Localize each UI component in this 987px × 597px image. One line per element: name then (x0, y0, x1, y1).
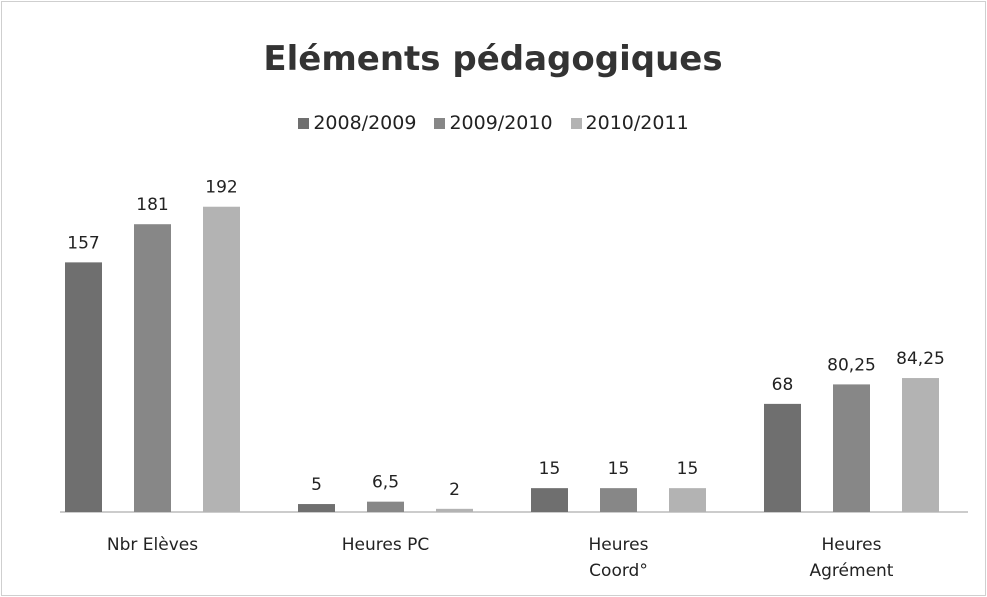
value-label: 157 (67, 233, 99, 253)
legend-label: 2008/2009 (313, 112, 417, 134)
value-label: 192 (205, 178, 237, 198)
bar (669, 488, 706, 512)
legend-item: 2010/2011 (570, 112, 689, 134)
legend-label: 2009/2010 (449, 112, 553, 134)
value-label: 80,25 (827, 355, 876, 375)
value-label: 84,25 (896, 349, 945, 369)
bar (436, 508, 473, 512)
value-label: 181 (136, 195, 168, 215)
bar (531, 488, 568, 512)
legend-item: 2009/2010 (434, 112, 553, 134)
legend-swatch (298, 117, 310, 129)
bar (134, 224, 171, 512)
value-label: 6,5 (372, 473, 399, 493)
chart-title: Eléments pédagogiques (263, 39, 722, 79)
x-tick-label: Heures Agrément (809, 535, 894, 581)
value-label: 5 (311, 475, 322, 495)
x-tick-label: Heures Coord° (588, 535, 649, 581)
bar (600, 488, 637, 512)
value-label: 15 (539, 459, 561, 479)
bar (203, 206, 240, 512)
value-label: 15 (677, 459, 699, 479)
legend-item: 2008/2009 (298, 112, 416, 134)
value-label: 2 (449, 480, 460, 500)
bar (367, 501, 404, 512)
legend-swatch (434, 117, 446, 129)
x-tick-label: Heures PC (341, 535, 430, 555)
bar (65, 262, 102, 512)
legend: 2008/2009 2009/2010 2010/2011 (0, 112, 987, 134)
bar (833, 384, 870, 512)
x-tick-label: Nbr Elèves (106, 535, 199, 555)
legend-label: 2010/2011 (585, 112, 689, 134)
bar (902, 378, 939, 512)
bar (764, 403, 801, 512)
value-label: 15 (608, 459, 630, 479)
legend-swatch (570, 117, 582, 129)
value-label: 68 (772, 375, 794, 395)
bar (298, 504, 335, 512)
